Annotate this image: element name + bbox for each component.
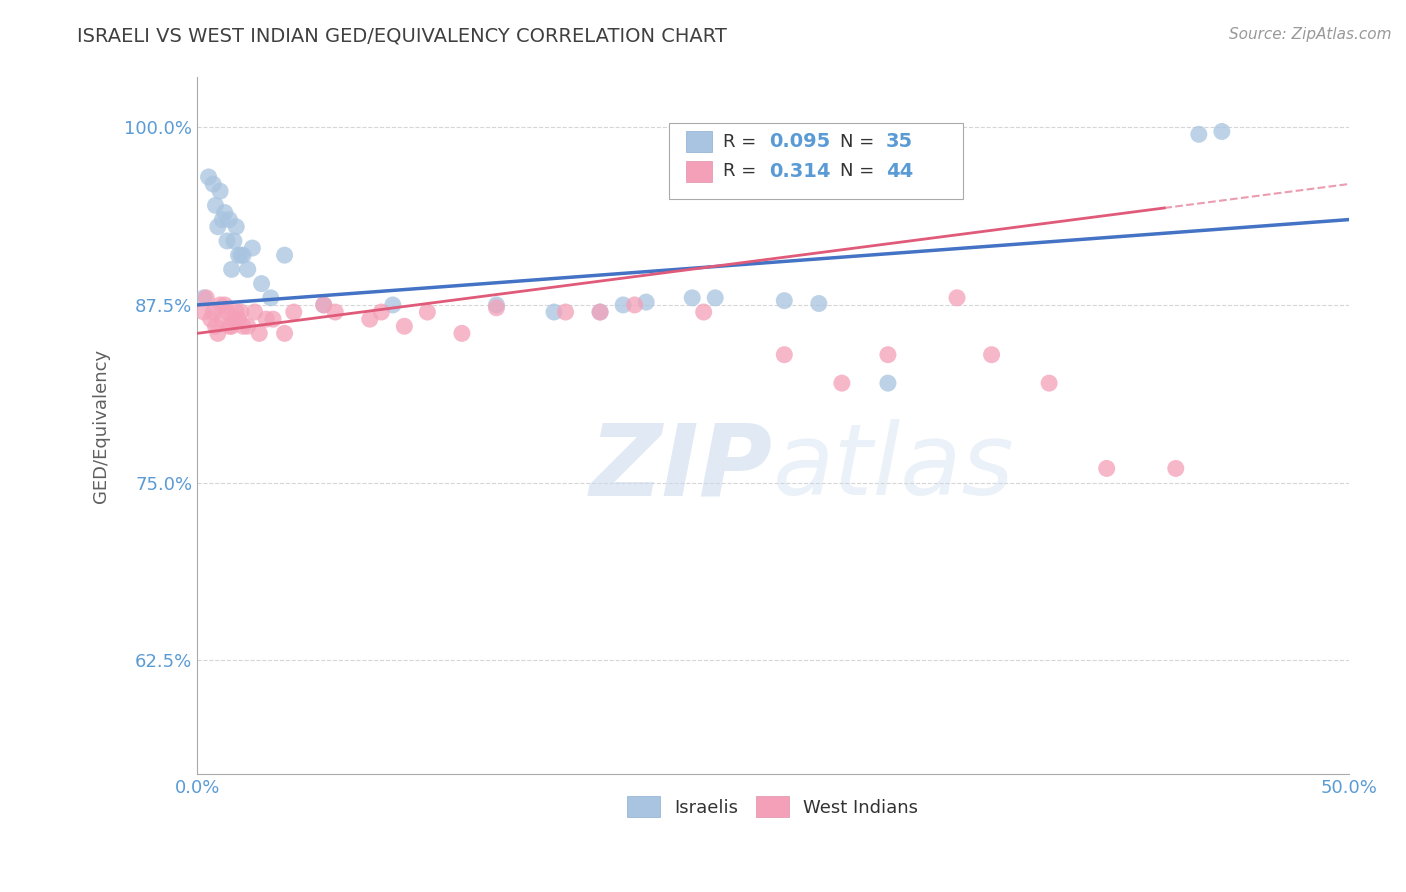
Point <box>773 348 796 362</box>
Text: 0.095: 0.095 <box>769 132 831 151</box>
Point <box>451 326 474 341</box>
Point <box>773 293 796 308</box>
Text: N =: N = <box>839 162 880 180</box>
Text: R =: R = <box>723 133 762 151</box>
Point <box>247 326 270 341</box>
Point <box>240 241 263 255</box>
Point <box>214 298 236 312</box>
Point <box>283 305 305 319</box>
Point <box>312 298 335 312</box>
Text: R =: R = <box>723 162 762 180</box>
Point <box>877 376 900 391</box>
Point <box>262 312 284 326</box>
Point <box>215 305 238 319</box>
Point <box>218 319 240 334</box>
Point <box>209 184 232 198</box>
Point <box>222 312 245 326</box>
Point <box>681 291 703 305</box>
Point <box>236 262 259 277</box>
Point <box>193 305 215 319</box>
Point <box>323 305 346 319</box>
Point <box>416 305 439 319</box>
Y-axis label: GED/Equivalency: GED/Equivalency <box>93 349 110 503</box>
Point <box>211 312 233 326</box>
Point <box>202 305 225 319</box>
Bar <box>686 131 711 152</box>
Point <box>359 312 381 326</box>
Point <box>877 348 900 362</box>
Point <box>273 326 295 341</box>
Point <box>207 326 229 341</box>
Point <box>807 296 830 310</box>
Point <box>225 219 247 234</box>
Point <box>1211 124 1233 138</box>
Point <box>207 219 229 234</box>
Point <box>232 248 254 262</box>
Point <box>221 319 243 334</box>
Point <box>204 198 226 212</box>
Point <box>543 305 565 319</box>
Point <box>197 169 219 184</box>
Point <box>273 248 295 262</box>
Point <box>636 295 658 310</box>
Text: N =: N = <box>839 133 880 151</box>
Point <box>228 312 250 326</box>
Text: 0.314: 0.314 <box>769 162 831 181</box>
Point <box>370 305 392 319</box>
Point <box>195 291 218 305</box>
Point <box>228 248 250 262</box>
Point <box>831 376 853 391</box>
Point <box>243 305 266 319</box>
Point <box>1038 376 1060 391</box>
Point <box>229 305 252 319</box>
Point <box>589 305 612 319</box>
Point <box>215 234 238 248</box>
Point <box>394 319 416 334</box>
Text: ISRAELI VS WEST INDIAN GED/EQUIVALENCY CORRELATION CHART: ISRAELI VS WEST INDIAN GED/EQUIVALENCY C… <box>77 27 727 45</box>
Point <box>312 298 335 312</box>
Point <box>612 298 634 312</box>
Point <box>485 298 508 312</box>
Point <box>980 348 1002 362</box>
Point <box>222 234 245 248</box>
Point <box>250 277 273 291</box>
FancyBboxPatch shape <box>669 123 963 199</box>
Point <box>1188 128 1211 142</box>
Point <box>236 319 259 334</box>
Point <box>232 319 254 334</box>
Point <box>589 305 612 319</box>
Point <box>204 319 226 334</box>
Point <box>211 212 233 227</box>
Point <box>381 298 404 312</box>
Text: 44: 44 <box>886 162 912 181</box>
Point <box>1095 461 1118 475</box>
Point <box>218 212 240 227</box>
Point <box>260 291 283 305</box>
Point <box>193 291 215 305</box>
Point <box>946 291 969 305</box>
Point <box>554 305 576 319</box>
Point <box>200 312 222 326</box>
Legend: Israelis, West Indians: Israelis, West Indians <box>620 789 925 824</box>
Point <box>704 291 727 305</box>
Text: Source: ZipAtlas.com: Source: ZipAtlas.com <box>1229 27 1392 42</box>
Text: ZIP: ZIP <box>589 419 773 516</box>
Point <box>225 305 247 319</box>
Point <box>229 248 252 262</box>
Point <box>693 305 716 319</box>
Point <box>485 301 508 315</box>
Point <box>1164 461 1187 475</box>
Point <box>214 205 236 219</box>
Point <box>202 177 225 191</box>
Bar <box>686 161 711 182</box>
Point <box>254 312 277 326</box>
Point <box>221 262 243 277</box>
Point <box>209 298 232 312</box>
Point <box>623 298 645 312</box>
Text: atlas: atlas <box>773 419 1014 516</box>
Text: 35: 35 <box>886 132 912 151</box>
